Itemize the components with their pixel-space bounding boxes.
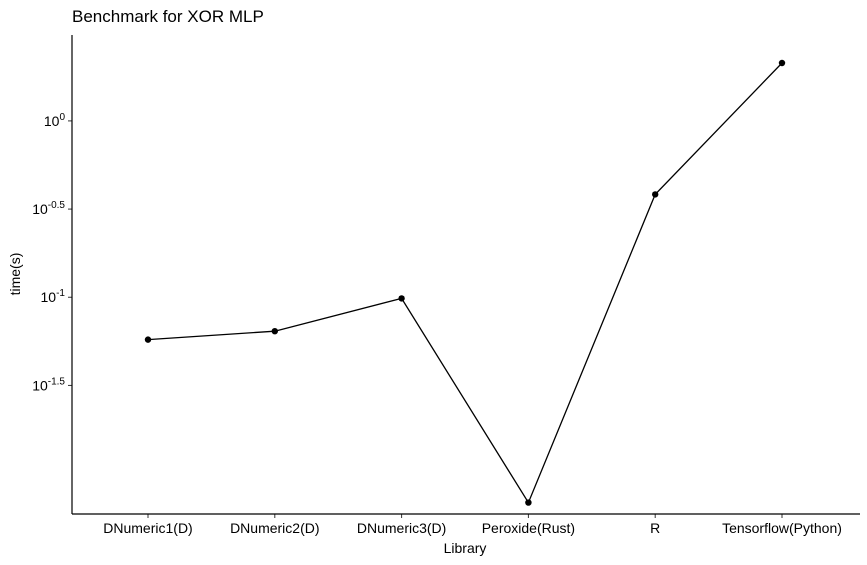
- y-axis-ticks: 100 10-0.5 10-1 10-1.5: [32, 112, 72, 393]
- series-line: [147, 62, 783, 505]
- data-point: [652, 191, 659, 198]
- x-axis-title: Library: [444, 540, 487, 556]
- x-tick-label: R: [650, 520, 660, 536]
- y-tick-label: 10-1: [41, 288, 66, 305]
- x-tick-label: DNumeric3(D): [357, 520, 446, 536]
- data-points: [144, 59, 786, 506]
- y-tick-label: 10-1.5: [32, 376, 65, 393]
- data-point: [144, 336, 152, 343]
- chart-title: Benchmark for XOR MLP: [72, 7, 264, 26]
- x-tick-label: DNumeric2(D): [230, 520, 319, 536]
- y-tick-label: 100: [44, 112, 66, 129]
- data-point: [778, 59, 786, 67]
- x-tick-label: Tensorflow(Python): [722, 520, 842, 536]
- data-point: [271, 327, 278, 335]
- x-tick-label: Peroxide(Rust): [482, 520, 575, 536]
- data-point: [525, 499, 532, 506]
- x-axis-ticks: DNumeric1(D) DNumeric2(D) DNumeric3(D) Pero…: [103, 514, 842, 536]
- y-tick-label: 10-0.5: [32, 200, 65, 217]
- y-axis-title: time(s): [7, 253, 23, 296]
- x-tick-label: DNumeric1(D): [103, 520, 192, 536]
- data-point: [398, 295, 405, 302]
